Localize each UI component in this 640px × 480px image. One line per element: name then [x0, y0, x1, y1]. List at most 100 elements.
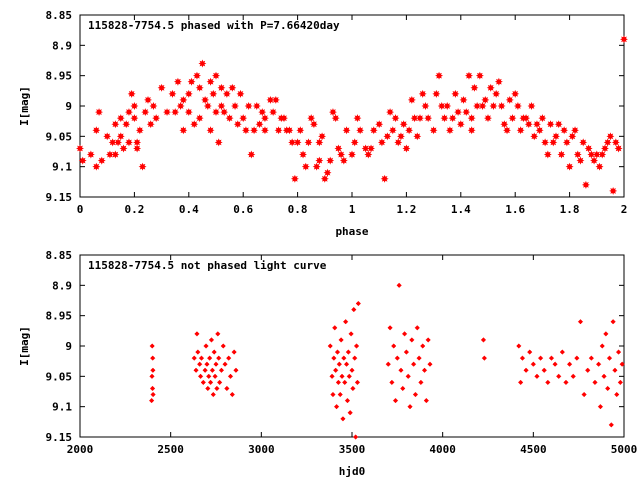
data-point: [435, 71, 443, 80]
data-point: [345, 349, 352, 355]
data-point: [421, 102, 430, 110]
data-point: [587, 150, 596, 159]
x-tick-label: 0.4: [179, 203, 199, 216]
data-point: [197, 373, 204, 379]
unphased-light-curve-panel: 2000 2500 3000 3500 4000 4500 5000 8.85 8.9 8.95 9…: [18, 249, 637, 478]
data-point: [269, 108, 278, 117]
data-point: [203, 343, 209, 349]
data-point: [489, 102, 498, 110]
data-point: [323, 168, 332, 177]
data-point: [239, 114, 248, 123]
data-point: [608, 422, 614, 428]
data-point: [516, 126, 525, 135]
data-point: [389, 379, 395, 386]
data-point: [208, 337, 215, 343]
data-point: [508, 114, 517, 123]
data-point: [315, 138, 324, 147]
data-point: [111, 120, 120, 129]
y-tick-label: 8.95: [46, 70, 73, 83]
data-point: [171, 108, 180, 117]
data-point: [318, 132, 327, 141]
data-point: [133, 138, 142, 147]
y-tick-label: 9.15: [46, 431, 73, 444]
data-point: [149, 102, 158, 110]
data-point: [473, 102, 482, 110]
data-point: [247, 150, 256, 159]
data-point: [492, 89, 501, 98]
data-point: [138, 162, 147, 171]
data-point: [513, 102, 522, 110]
plot-frame: [79, 14, 625, 198]
data-point: [195, 349, 201, 355]
data-point: [331, 114, 340, 123]
data-point: [179, 126, 188, 135]
data-point: [527, 349, 533, 355]
data-point: [348, 150, 356, 159]
data-point: [176, 102, 185, 110]
data-point: [168, 89, 177, 98]
data-point: [584, 144, 593, 153]
data-point: [339, 156, 348, 165]
data-point: [519, 355, 526, 361]
data-point: [559, 349, 566, 355]
data-point: [610, 319, 616, 325]
data-point: [231, 102, 240, 110]
y-tick-label: 9.1: [52, 161, 72, 174]
data-point: [392, 397, 399, 404]
data-point: [231, 349, 237, 355]
x-tick-label: 4000: [429, 443, 456, 456]
data-point: [218, 367, 225, 373]
y-tick-label: 9: [65, 340, 72, 353]
data-point: [149, 343, 155, 349]
data-point: [105, 150, 114, 159]
data-point: [222, 361, 228, 367]
data-point: [413, 132, 422, 141]
phased-light-curve-panel: 0 0.2 0.4 0.6 0.8 1 1.2 1.4 1.6 1.8 2 8.85 8.9 8.95 9 9…: [18, 9, 628, 238]
x-tick-label: 5000: [611, 443, 638, 456]
data-point: [437, 102, 446, 110]
data-point: [347, 410, 353, 416]
data-point: [478, 102, 487, 110]
data-point: [611, 138, 620, 147]
data-point: [227, 373, 234, 379]
data-point: [400, 385, 406, 392]
data-point: [214, 138, 223, 147]
data-point: [191, 355, 197, 361]
data-point: [601, 373, 607, 379]
data-point: [530, 132, 539, 141]
data-point: [443, 102, 452, 110]
data-point: [565, 162, 574, 171]
data-point: [511, 89, 520, 98]
data-point: [534, 373, 540, 379]
data-point: [220, 108, 229, 117]
data-point: [425, 337, 431, 343]
data-point: [133, 144, 142, 153]
data-point: [405, 126, 414, 135]
data-point: [409, 337, 415, 343]
data-point: [114, 138, 123, 147]
data-point: [122, 120, 131, 129]
data-point: [440, 114, 449, 123]
data-point: [233, 367, 239, 373]
data-point: [207, 379, 214, 386]
data-point: [387, 325, 393, 331]
data-point: [576, 156, 585, 165]
data-point: [592, 379, 598, 386]
data-point: [198, 59, 207, 68]
data-point: [206, 373, 212, 379]
data-point: [484, 114, 492, 123]
data-point: [605, 385, 611, 392]
data-point: [619, 361, 625, 367]
y-tick-label: 9.05: [46, 370, 73, 383]
x-axis-label: phase: [335, 225, 368, 238]
data-point: [475, 71, 484, 80]
data-point: [271, 95, 280, 104]
data-point: [212, 373, 218, 379]
data-point: [195, 114, 204, 123]
data-point: [250, 126, 259, 135]
data-point: [601, 144, 609, 153]
data-point: [456, 120, 465, 129]
data-point: [212, 108, 220, 117]
data-point: [290, 174, 299, 183]
